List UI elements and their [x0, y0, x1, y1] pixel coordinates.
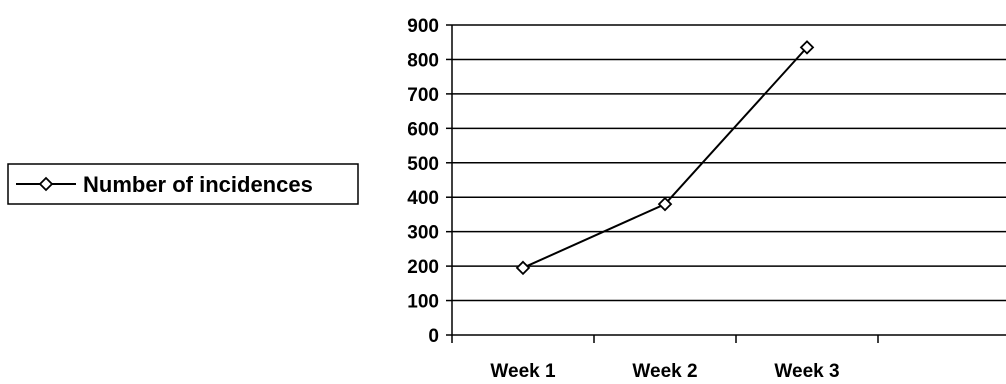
- y-axis-tick-labels: 0 100 200 300 400 500 600 700 800 900: [407, 16, 439, 347]
- y-tick-label: 700: [407, 85, 439, 106]
- x-tick-label: Week 2: [632, 361, 697, 382]
- legend-marker-diamond: [38, 176, 54, 192]
- legend-label: Number of incidences: [83, 172, 313, 197]
- legend: Number of incidences: [7, 163, 359, 205]
- y-tick-label: 400: [407, 188, 439, 209]
- y-tick-label: 300: [407, 223, 439, 244]
- data-point-marker: [657, 196, 673, 212]
- series: [515, 40, 815, 276]
- x-tick-label: Week 1: [490, 361, 556, 382]
- y-tick-label: 200: [407, 257, 439, 278]
- y-tick-label: 800: [407, 50, 439, 71]
- gridlines: [452, 24, 1006, 302]
- y-tick-label: 0: [428, 326, 439, 347]
- y-tick-label: 600: [407, 119, 439, 140]
- y-tick-label: 900: [407, 16, 439, 37]
- x-axis-tick-labels: Week 1 Week 2 Week 3: [490, 361, 839, 382]
- axes: [446, 24, 1006, 343]
- series-line: [522, 46, 808, 269]
- data-point-marker: [799, 40, 815, 55]
- x-tick-label: Week 3: [774, 361, 839, 382]
- y-tick-label: 100: [407, 292, 439, 313]
- data-point-marker: [515, 260, 531, 276]
- y-tick-label: 500: [407, 154, 439, 175]
